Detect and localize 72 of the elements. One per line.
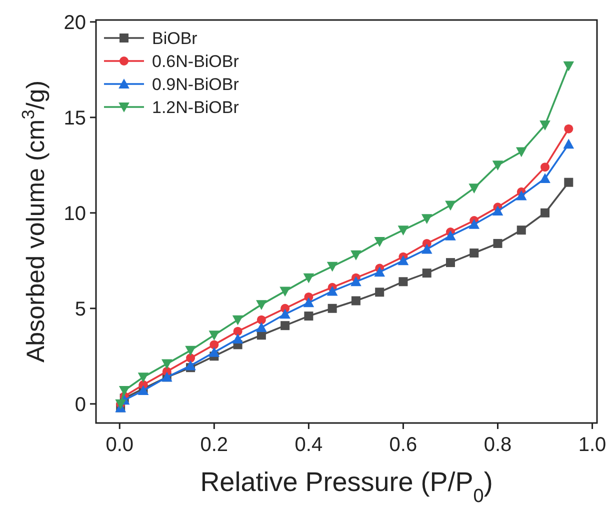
- point: [398, 226, 409, 236]
- point: [468, 218, 480, 229]
- point: [563, 138, 574, 149]
- point: [326, 262, 338, 272]
- x-tick-label: 1.0: [578, 434, 606, 456]
- point: [280, 308, 290, 319]
- point: [398, 255, 409, 266]
- point: [375, 288, 384, 297]
- point: [185, 346, 196, 356]
- y-tick-label: 0: [74, 394, 86, 416]
- point: [256, 315, 266, 324]
- point: [351, 296, 360, 306]
- legend-label: BiOBr: [152, 29, 198, 48]
- point: [232, 334, 244, 344]
- y-tick-label: 10: [64, 202, 86, 225]
- point: [516, 190, 527, 200]
- point: [564, 178, 574, 187]
- point: [232, 315, 244, 326]
- point: [303, 273, 314, 284]
- point: [540, 208, 550, 218]
- point: [374, 266, 385, 277]
- point: [350, 250, 362, 260]
- point: [470, 248, 479, 258]
- point: [421, 244, 432, 254]
- x-tick-label: 0.2: [200, 434, 228, 456]
- y-tick-label: 20: [64, 12, 86, 34]
- point: [516, 226, 526, 235]
- y-tick-label: 5: [74, 298, 86, 320]
- x-tick-label: 0.4: [294, 434, 323, 456]
- point: [540, 173, 550, 184]
- point: [280, 286, 290, 297]
- point: [422, 268, 432, 278]
- point: [350, 276, 362, 286]
- point: [421, 214, 432, 224]
- point: [208, 330, 220, 341]
- point: [563, 61, 574, 72]
- x-tick-label: 0.0: [106, 434, 134, 456]
- point: [208, 346, 220, 357]
- point: [138, 372, 149, 383]
- point: [256, 300, 267, 310]
- point: [326, 286, 338, 296]
- x-tick-label: 0.8: [484, 434, 512, 456]
- point: [161, 359, 172, 370]
- point: [374, 237, 385, 247]
- point: [492, 206, 504, 216]
- legend-label: 0.9N-BiOBr: [152, 75, 240, 94]
- point: [446, 258, 455, 268]
- point: [564, 124, 574, 134]
- point: [493, 238, 502, 248]
- x-axis-title: Relative Pressure (P/P$_{0}$): [200, 467, 493, 506]
- point: [492, 160, 504, 171]
- point: [210, 340, 219, 350]
- legend-label: 0.6N-BiOBr: [152, 52, 240, 71]
- point: [233, 326, 242, 336]
- x-tick-label: 0.6: [389, 434, 418, 456]
- legend-label: 1.2N-BiOBr: [152, 98, 240, 117]
- point: [398, 277, 408, 286]
- point: [304, 312, 314, 321]
- point: [185, 360, 196, 370]
- point: [540, 162, 550, 172]
- point: [118, 386, 130, 396]
- point: [256, 322, 267, 332]
- point: [303, 297, 314, 308]
- point: [445, 230, 456, 240]
- point: [445, 200, 456, 211]
- point: [540, 120, 550, 130]
- y-tick-label: 15: [64, 107, 86, 130]
- point: [516, 147, 527, 158]
- point: [280, 321, 290, 330]
- point: [328, 304, 337, 313]
- point: [468, 184, 480, 194]
- point: [186, 354, 196, 363]
